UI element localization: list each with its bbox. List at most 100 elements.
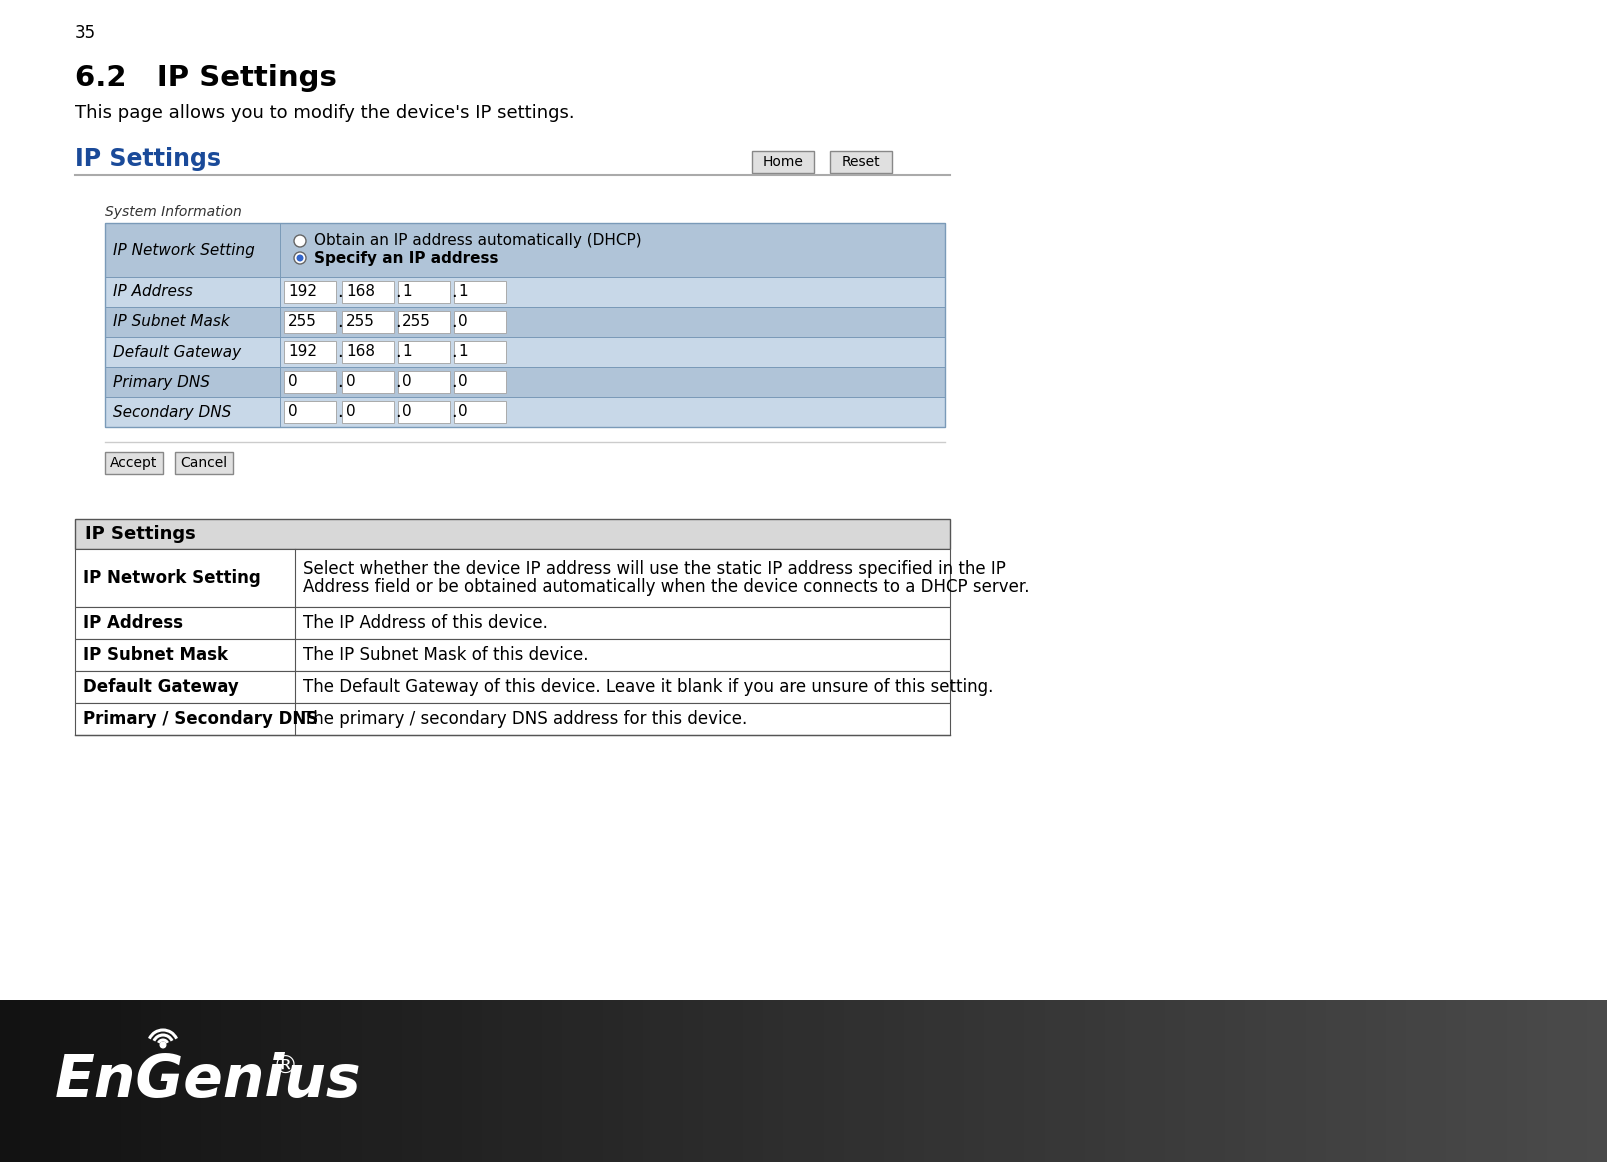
Bar (463, 1000, 484, 1162)
Text: 192: 192 (288, 344, 317, 359)
Text: .: . (395, 403, 400, 421)
Text: 168: 168 (346, 285, 374, 300)
Bar (241, 1000, 262, 1162)
Bar (104, 337, 945, 367)
Bar (342, 311, 394, 333)
Bar (1385, 1000, 1408, 1162)
Text: Reset: Reset (842, 155, 881, 168)
Bar (104, 223, 945, 277)
Bar (342, 340, 394, 363)
Bar (399, 340, 450, 363)
Text: 255: 255 (346, 315, 374, 330)
Text: IP Settings: IP Settings (85, 525, 196, 543)
Bar (342, 401, 394, 423)
Bar (302, 1000, 323, 1162)
Text: Select whether the device IP address will use the static IP address specified in: Select whether the device IP address wil… (304, 560, 1006, 578)
Bar (1144, 1000, 1167, 1162)
Bar (76, 607, 950, 639)
Bar (80, 1000, 101, 1162)
Bar (522, 1000, 543, 1162)
Bar (582, 1000, 604, 1162)
Circle shape (161, 1042, 166, 1048)
Text: IP Subnet Mask: IP Subnet Mask (84, 646, 228, 664)
Bar (542, 1000, 564, 1162)
Bar (455, 311, 506, 333)
Bar (683, 1000, 704, 1162)
Text: System Information: System Information (104, 205, 241, 218)
Text: 255: 255 (402, 315, 431, 330)
Text: .: . (337, 373, 342, 390)
Text: .: . (452, 313, 456, 331)
Bar (455, 371, 506, 393)
Bar (399, 311, 450, 333)
Bar (402, 1000, 423, 1162)
Text: Default Gateway: Default Gateway (84, 677, 239, 696)
Bar (201, 1000, 222, 1162)
Bar (1045, 1000, 1065, 1162)
Text: Primary DNS: Primary DNS (112, 374, 211, 389)
Text: 1: 1 (458, 285, 468, 300)
Text: IP Subnet Mask: IP Subnet Mask (112, 315, 230, 330)
Text: .: . (395, 343, 400, 361)
Bar (1106, 1000, 1127, 1162)
Bar (662, 1000, 685, 1162)
Bar (321, 1000, 342, 1162)
Text: The IP Address of this device.: The IP Address of this device. (304, 614, 548, 632)
Bar (76, 703, 950, 736)
Text: Specify an IP address: Specify an IP address (313, 251, 498, 265)
Bar (61, 1000, 82, 1162)
FancyBboxPatch shape (104, 452, 162, 474)
Bar (399, 401, 450, 423)
Text: Obtain an IP address automatically (DHCP): Obtain an IP address automatically (DHCP… (313, 234, 641, 249)
Text: 168: 168 (346, 344, 374, 359)
Bar (1085, 1000, 1106, 1162)
Bar (622, 1000, 644, 1162)
Bar (455, 401, 506, 423)
Text: .: . (337, 284, 342, 301)
Text: IP Address: IP Address (112, 285, 193, 300)
Text: .: . (452, 403, 456, 421)
Text: 192: 192 (288, 285, 317, 300)
Text: .: . (452, 284, 456, 301)
Bar (964, 1000, 985, 1162)
Bar (783, 1000, 805, 1162)
Bar (104, 367, 945, 397)
Text: Default Gateway: Default Gateway (112, 344, 241, 359)
Bar (1406, 1000, 1427, 1162)
Bar (100, 1000, 122, 1162)
Text: .: . (337, 403, 342, 421)
Bar (284, 311, 336, 333)
Bar (1245, 1000, 1266, 1162)
Text: 1: 1 (402, 285, 411, 300)
Bar (1486, 1000, 1507, 1162)
Bar (884, 1000, 905, 1162)
Bar (643, 1000, 664, 1162)
Circle shape (294, 252, 305, 264)
Bar (1165, 1000, 1186, 1162)
Bar (104, 223, 945, 426)
Text: IP Network Setting: IP Network Setting (112, 243, 256, 258)
Text: The IP Subnet Mask of this device.: The IP Subnet Mask of this device. (304, 646, 588, 664)
Bar (141, 1000, 162, 1162)
Bar (1125, 1000, 1146, 1162)
Text: 0: 0 (288, 374, 297, 389)
Text: This page allows you to modify the device's IP settings.: This page allows you to modify the devic… (76, 105, 575, 122)
Text: 1: 1 (458, 344, 468, 359)
Bar (983, 1000, 1006, 1162)
Bar (742, 1000, 765, 1162)
Bar (421, 1000, 444, 1162)
Text: EnGenius: EnGenius (55, 1053, 362, 1110)
Bar (903, 1000, 926, 1162)
Bar (1567, 1000, 1588, 1162)
Text: IP Address: IP Address (84, 614, 183, 632)
Bar (104, 307, 945, 337)
Bar (0, 1000, 21, 1162)
Text: 1: 1 (402, 344, 411, 359)
Bar (1366, 1000, 1387, 1162)
Bar (362, 1000, 382, 1162)
Text: ®: ® (273, 1055, 299, 1079)
Text: IP Network Setting: IP Network Setting (84, 569, 260, 587)
Bar (1025, 1000, 1046, 1162)
Bar (723, 1000, 744, 1162)
Bar (1265, 1000, 1287, 1162)
